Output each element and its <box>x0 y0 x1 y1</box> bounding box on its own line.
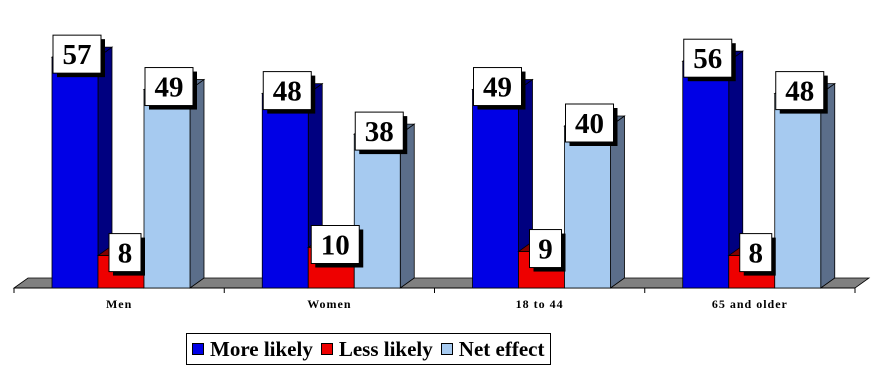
data-label-more-likely-women: 48 <box>273 76 302 108</box>
data-label-less-likely-women-box <box>310 225 360 264</box>
legend-item-more-likely: More likely <box>192 337 313 362</box>
bar-more-likely-18-to-44 <box>472 89 519 289</box>
bar-net-effect-men-side <box>189 78 205 289</box>
bar-more-likely-women <box>261 93 309 289</box>
data-label-less-likely-women: 10 <box>321 230 350 262</box>
bar-net-effect-65-and-older <box>774 93 822 289</box>
data-label-net-effect-18-to-44-box <box>565 103 614 143</box>
bar-net-effect-18-to-44 <box>564 125 611 289</box>
data-label-net-effect-men: 49 <box>155 72 184 104</box>
data-label-net-effect-65-and-older-box <box>775 71 825 111</box>
data-label-more-likely-65-and-older: 56 <box>693 43 722 75</box>
legend-item-net-effect: Net effect <box>440 336 545 362</box>
legend-label-less-likely: Less likely <box>338 336 433 361</box>
chart-legend: More likely Less likely Net effect <box>186 333 552 365</box>
data-label-more-likely-18-to-44-box <box>473 67 522 107</box>
data-label-less-likely-men: 8 <box>118 238 133 270</box>
legend-swatch-more-likely <box>192 343 204 355</box>
data-label-less-likely-18-to-44: 9 <box>538 234 553 266</box>
data-label-less-likely-65-and-older: 8 <box>749 238 764 270</box>
bar-net-effect-men <box>143 89 191 289</box>
bar-more-likely-65-and-older <box>682 60 730 289</box>
data-label-less-likely-65-and-older-box <box>739 233 773 273</box>
legend-swatch-net-effect <box>440 343 453 355</box>
data-label-more-likely-men: 57 <box>63 39 92 71</box>
x-tick-label-men: Men <box>106 297 132 311</box>
x-tick-label-65-and-older: 65 and older <box>712 297 788 311</box>
data-label-more-likely-65-and-older-box <box>683 38 733 78</box>
x-tick-label-18-to-44: 18 to 44 <box>516 297 564 311</box>
bar-net-effect-65-and-older-side <box>820 82 836 289</box>
data-label-net-effect-65-and-older: 48 <box>785 76 814 108</box>
data-label-more-likely-men-box <box>52 34 102 74</box>
legend-item-less-likely: Less likely <box>320 336 433 362</box>
data-label-net-effect-18-to-44: 40 <box>575 108 604 140</box>
data-label-net-effect-men-box <box>144 67 194 107</box>
data-label-less-likely-men-box <box>108 233 142 273</box>
legend-swatch-less-likely <box>320 343 333 355</box>
legend-label-net-effect: Net effect <box>458 336 545 361</box>
data-label-more-likely-women-box <box>262 71 312 111</box>
x-tick-label-women: Women <box>307 297 351 311</box>
data-label-less-likely-18-to-44-box <box>529 229 562 269</box>
data-label-net-effect-women-box <box>354 111 404 151</box>
data-label-more-likely-18-to-44: 49 <box>483 72 512 104</box>
bar-more-likely-men <box>51 56 99 289</box>
data-label-net-effect-women: 38 <box>365 116 394 148</box>
legend-label-more-likely: More likely <box>210 336 313 361</box>
